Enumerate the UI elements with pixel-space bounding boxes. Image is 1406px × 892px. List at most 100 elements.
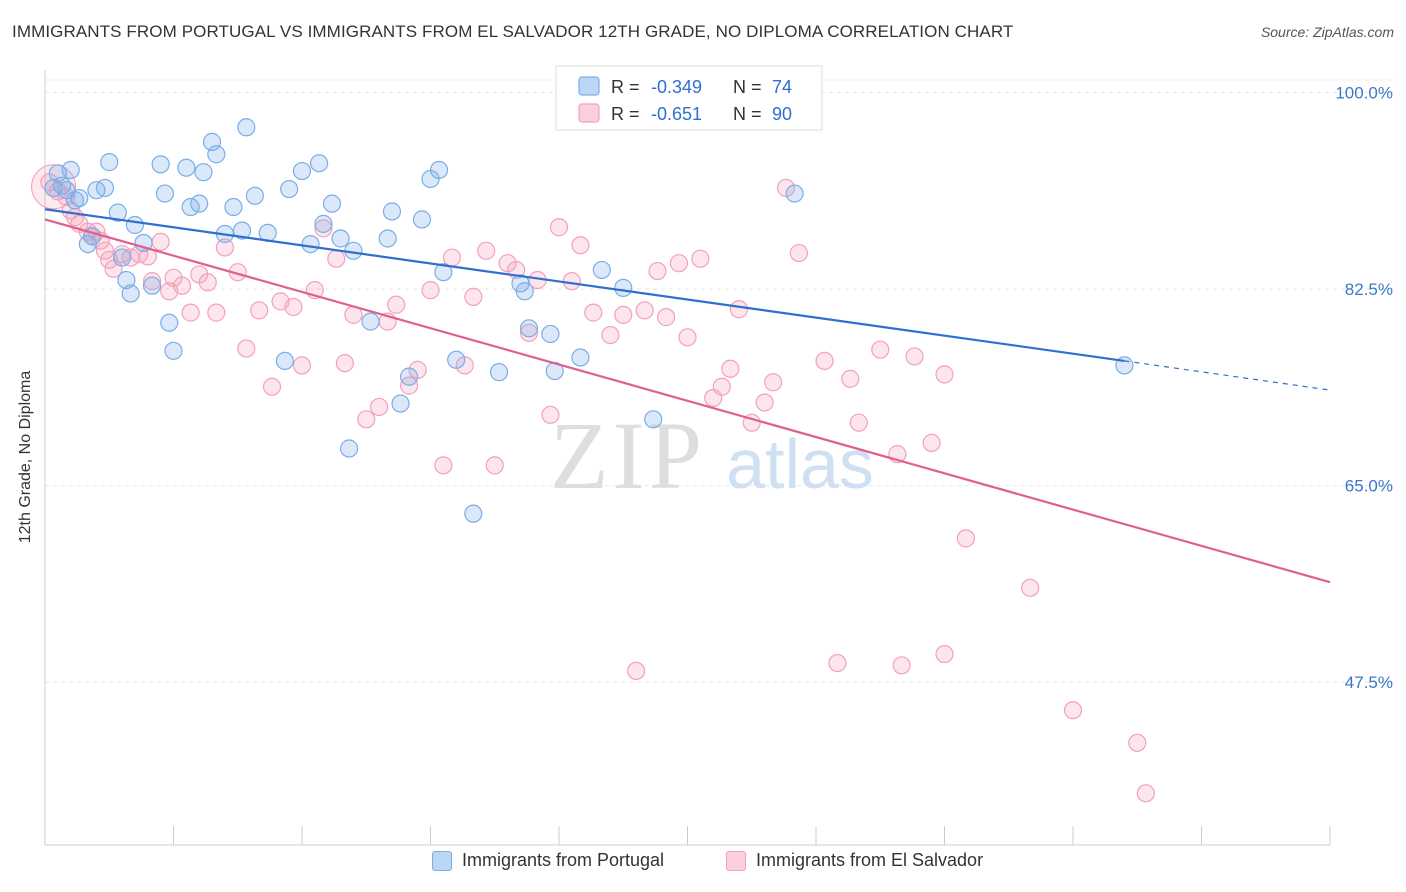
point-el-salvador	[541, 405, 560, 424]
point-el-salvador	[571, 236, 590, 255]
point-portugal	[155, 184, 175, 203]
point-portugal	[429, 160, 449, 180]
point-el-salvador	[841, 369, 860, 388]
point-el-salvador	[935, 365, 954, 384]
point-el-salvador	[669, 254, 689, 273]
point-el-salvador	[614, 305, 633, 324]
point-portugal	[194, 163, 213, 182]
point-portugal	[489, 363, 509, 382]
point-portugal	[541, 324, 560, 344]
point-el-salvador	[678, 328, 697, 347]
point-el-salvador	[207, 303, 226, 322]
trend-lines	[44, 208, 1331, 584]
legend-item-el-salvador: Immigrants from El Salvador	[726, 850, 983, 871]
point-el-salvador	[292, 356, 312, 375]
point-el-salvador	[198, 273, 217, 292]
watermark-zip: ZIP	[550, 402, 706, 509]
point-portugal	[142, 276, 162, 295]
point-el-salvador	[1128, 733, 1147, 752]
trend-line-el-salvador	[44, 218, 1331, 584]
point-portugal	[177, 158, 196, 177]
point-el-salvador	[828, 653, 847, 673]
axes	[44, 70, 1331, 846]
point-portugal	[447, 350, 466, 369]
trend-line-portugal	[44, 208, 1125, 362]
point-el-salvador	[215, 238, 234, 257]
point-el-salvador	[1063, 701, 1083, 720]
point-portugal	[592, 260, 611, 280]
watermark: ZIP atlas	[550, 402, 874, 509]
point-portugal	[224, 197, 243, 217]
point-el-salvador	[562, 272, 581, 291]
point-portugal	[232, 221, 252, 240]
point-el-salvador	[905, 347, 924, 366]
point-portugal	[571, 348, 590, 367]
chart-title: IMMIGRANTS FROM PORTUGAL VS IMMIGRANTS F…	[12, 22, 1014, 41]
point-portugal	[340, 439, 359, 458]
point-el-salvador	[485, 456, 504, 475]
point-portugal	[434, 263, 453, 282]
legend-swatch-portugal	[432, 850, 452, 871]
y-tick-label: 100.0%	[1335, 83, 1393, 102]
legend-item-portugal: Immigrants from Portugal	[432, 850, 664, 871]
legend-r-label: R =	[611, 77, 640, 97]
point-el-salvador	[1136, 784, 1155, 803]
y-tick-label: 65.0%	[1345, 477, 1393, 496]
point-portugal	[464, 504, 483, 523]
legend-bottom: Immigrants from Portugal Immigrants from…	[0, 850, 1406, 880]
point-portugal	[275, 351, 294, 371]
point-el-salvador	[262, 377, 282, 396]
point-el-salvador	[849, 413, 868, 432]
source-credit: Source: ZipAtlas.com	[1260, 24, 1394, 40]
legend-label-el-salvador: Immigrants from El Salvador	[756, 850, 984, 870]
point-el-salvador	[314, 219, 333, 238]
point-el-salvador	[601, 325, 620, 345]
point-portugal	[785, 184, 804, 203]
point-el-salvador	[626, 661, 646, 681]
point-portugal	[207, 145, 226, 164]
scatter-chart: ZIP atlas 47.5%65.0%82.5%100.0% 0.0%30.0…	[17, 65, 1395, 846]
point-portugal	[378, 229, 397, 248]
point-portugal	[280, 179, 299, 199]
legend-top: R = -0.349 N = 74 R = -0.651 N = 90	[555, 65, 823, 131]
point-portugal	[301, 234, 320, 254]
point-el-salvador	[181, 303, 200, 322]
legend-label-portugal: Immigrants from Portugal	[462, 850, 665, 870]
point-portugal	[70, 188, 89, 208]
point-portugal	[515, 282, 534, 301]
point-portugal	[108, 203, 127, 222]
point-el-salvador	[464, 287, 483, 306]
point-portugal	[519, 319, 539, 338]
point-el-salvador	[335, 354, 354, 373]
point-el-salvador	[357, 410, 376, 429]
point-el-salvador	[477, 241, 496, 260]
point-portugal	[95, 178, 115, 198]
legend-r-label: R =	[611, 104, 640, 124]
point-portugal	[164, 341, 183, 360]
point-el-salvador	[755, 393, 774, 412]
point-el-salvador	[95, 241, 115, 260]
point-el-salvador	[237, 339, 256, 358]
point-el-salvador	[151, 232, 170, 251]
point-el-salvador	[648, 261, 667, 281]
point-portugal	[100, 153, 119, 172]
point-el-salvador	[434, 456, 453, 475]
point-el-salvador	[1021, 578, 1040, 597]
point-el-salvador	[172, 276, 192, 295]
point-portugal	[382, 202, 402, 221]
point-el-salvador	[250, 301, 269, 320]
point-el-salvador	[284, 297, 303, 317]
point-portugal	[391, 394, 410, 413]
point-el-salvador	[387, 295, 406, 314]
legend-swatch-el-salvador	[726, 850, 746, 871]
point-portugal	[134, 233, 153, 253]
point-portugal	[292, 161, 312, 181]
point-el-salvador	[142, 272, 162, 291]
point-portugal	[310, 154, 329, 173]
legend-swatch-el-salvador	[578, 103, 600, 123]
legend-r-value: -0.349	[651, 77, 702, 97]
point-el-salvador	[421, 281, 440, 300]
point-portugal	[237, 118, 256, 137]
point-el-salvador	[789, 243, 808, 263]
point-el-salvador	[691, 249, 710, 268]
